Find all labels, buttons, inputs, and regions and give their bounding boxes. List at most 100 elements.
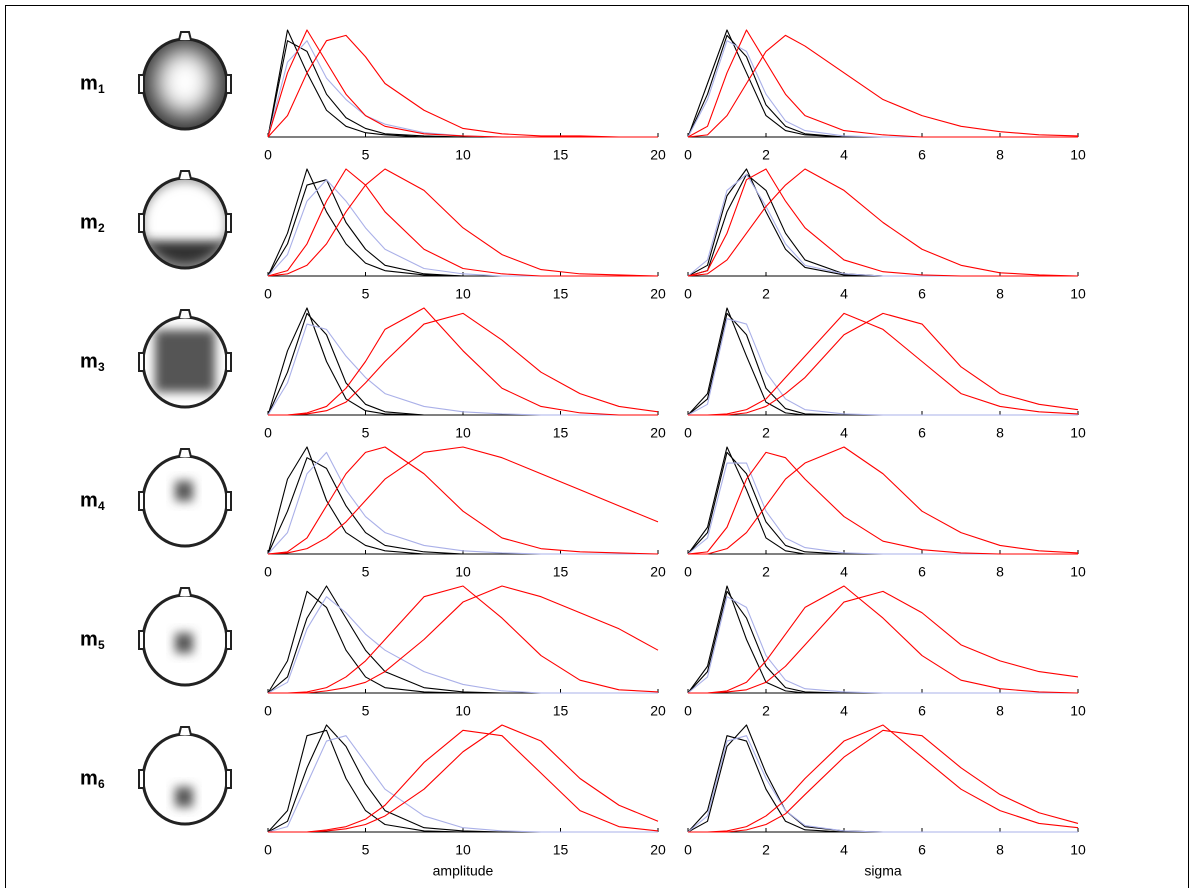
- curve: [267, 735, 658, 833]
- x-tick-label: 0: [684, 286, 692, 302]
- scalp-map: [138, 587, 232, 687]
- x-tick-label: 6: [918, 703, 926, 719]
- curve: [688, 590, 1079, 694]
- curve: [687, 312, 1078, 416]
- ear: [225, 769, 232, 789]
- x-tick-label: 0: [264, 147, 272, 163]
- row-label-subscript: 5: [98, 638, 105, 652]
- x-tick-label: 0: [684, 147, 692, 163]
- curve: [267, 40, 658, 138]
- x-tick-label: 0: [264, 286, 272, 302]
- curve: [267, 590, 658, 694]
- x-tick-label: 4: [840, 286, 848, 302]
- scalp-maps: [138, 31, 232, 826]
- x-tick-label: 4: [840, 842, 848, 858]
- curve: [267, 729, 658, 833]
- x-tick-label: 15: [553, 147, 569, 163]
- x-tick-label: 6: [918, 842, 926, 858]
- x-tick-label: 8: [996, 703, 1004, 719]
- nose: [178, 726, 192, 736]
- row-label: m: [80, 211, 98, 233]
- x-axis-label: amplitude: [433, 863, 494, 879]
- x-tick-label: 2: [762, 147, 770, 163]
- curve: [688, 585, 1079, 694]
- ear: [138, 213, 145, 233]
- curve: [267, 29, 658, 138]
- x-tick-label: 2: [762, 842, 770, 858]
- scalp-map: [138, 309, 232, 409]
- row-label: m: [80, 628, 98, 650]
- curve: [687, 462, 1078, 555]
- curve: [687, 735, 1078, 833]
- curve: [687, 318, 1078, 416]
- row-label: m: [80, 72, 98, 94]
- x-tick-label: 10: [455, 425, 471, 441]
- curve: [688, 312, 1079, 416]
- x-tick-label: 5: [362, 286, 370, 302]
- nose: [178, 587, 192, 597]
- x-tick-label: 6: [918, 286, 926, 302]
- curve: [267, 34, 658, 138]
- curve: [687, 168, 1078, 277]
- x-tick-label: 8: [996, 842, 1004, 858]
- x-tick-label: 4: [840, 147, 848, 163]
- scalp-map: [138, 31, 232, 131]
- x-tick-label: 5: [362, 564, 370, 580]
- curve: [267, 40, 658, 138]
- x-tick-label: 4: [840, 425, 848, 441]
- curve: [267, 451, 658, 555]
- x-tick-label: 2: [762, 286, 770, 302]
- x-tick-label: 0: [264, 703, 272, 719]
- x-tick-label: 8: [996, 286, 1004, 302]
- x-tick-label: 10: [1070, 564, 1086, 580]
- x-tick-label: 20: [650, 564, 666, 580]
- x-tick-label: 10: [455, 147, 471, 163]
- curve: [687, 451, 1078, 555]
- ear: [225, 491, 232, 511]
- curve: [267, 29, 658, 138]
- x-tick-label: 10: [1070, 703, 1086, 719]
- x-tick-label: 15: [553, 703, 569, 719]
- curve: [267, 596, 658, 694]
- row-label-subscript: 4: [98, 499, 105, 513]
- x-tick-label: 5: [362, 703, 370, 719]
- curve: [687, 40, 1078, 138]
- curve: [267, 307, 658, 416]
- x-tick-label: 10: [455, 286, 471, 302]
- x-tick-label: 10: [455, 564, 471, 580]
- row-label: m: [80, 350, 98, 372]
- x-tick-label: 15: [553, 425, 569, 441]
- curve: [267, 168, 658, 277]
- curve: [267, 446, 659, 555]
- ear: [138, 491, 145, 511]
- curve: [687, 29, 1078, 138]
- curve: [267, 323, 658, 416]
- x-tick-label: 0: [264, 564, 272, 580]
- row-label: m: [80, 489, 98, 511]
- ear: [138, 74, 145, 94]
- x-tick-label: 10: [1070, 842, 1086, 858]
- x-tick-label: 2: [762, 564, 770, 580]
- curve: [267, 168, 659, 277]
- curve: [268, 307, 658, 416]
- x-tick-label: 15: [553, 564, 569, 580]
- x-tick-label: 0: [684, 842, 692, 858]
- x-tick-label: 20: [650, 286, 666, 302]
- x-tick-label: 20: [650, 703, 666, 719]
- curve: [267, 446, 659, 555]
- curve: [687, 173, 1078, 277]
- ear: [225, 630, 232, 650]
- x-tick-label: 0: [264, 425, 272, 441]
- curve: [687, 168, 1079, 277]
- curve: [687, 173, 1078, 277]
- ear: [225, 74, 232, 94]
- curve: [687, 451, 1078, 555]
- row-label-subscript: 1: [98, 82, 105, 96]
- x-tick-label: 4: [840, 703, 848, 719]
- x-tick-label: 2: [762, 703, 770, 719]
- x-tick-label: 6: [918, 425, 926, 441]
- ear: [225, 352, 232, 372]
- x-tick-label: 5: [362, 842, 370, 858]
- x-tick-label: 10: [1070, 147, 1086, 163]
